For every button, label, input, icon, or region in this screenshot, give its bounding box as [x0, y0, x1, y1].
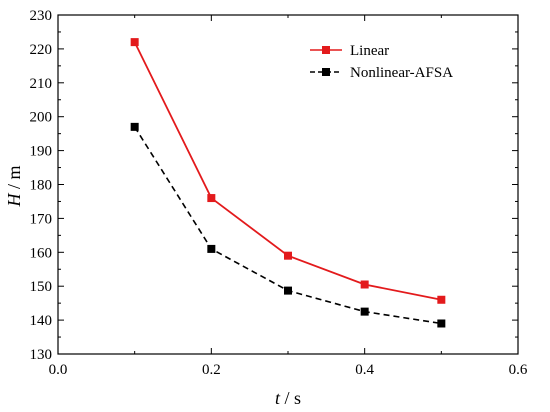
- x-tick-label: 0.2: [202, 362, 221, 378]
- data-point-linear: [284, 251, 292, 260]
- y-axis-title: H / m: [4, 165, 24, 207]
- legend: Linear Nonlinear-AFSA: [310, 43, 453, 81]
- data-point-nonlinear-afsa: [130, 122, 139, 131]
- y-tick-label: 220: [30, 42, 53, 58]
- y-tick-label: 190: [30, 144, 53, 160]
- legend-label-nonlinear-afsa: Nonlinear-AFSA: [350, 65, 453, 81]
- y-tick-label: 180: [30, 178, 53, 194]
- y-tick-label: 150: [30, 279, 53, 295]
- x-tick-label: 0.4: [355, 362, 374, 378]
- series-layer: [130, 38, 446, 328]
- legend-entry-nonlinear-afsa: Nonlinear-AFSA: [310, 65, 453, 81]
- legend-label-linear: Linear: [350, 43, 389, 59]
- y-tick-label: 170: [30, 211, 53, 227]
- data-point-nonlinear-afsa: [207, 244, 216, 253]
- data-point-nonlinear-afsa: [360, 307, 369, 316]
- y-tick-label: 230: [30, 8, 53, 24]
- x-tick-label: 0.6: [509, 362, 528, 378]
- axes: 0.0 0.2 0.4 0.6 130 140 150 160 170 180 190 200 210 2…: [30, 8, 528, 378]
- y-tick-label: 140: [30, 313, 53, 329]
- legend-marker-linear: [322, 46, 330, 54]
- data-point-linear: [207, 194, 216, 203]
- x-tick-label: 0.0: [49, 362, 68, 378]
- data-point-nonlinear-afsa: [437, 319, 446, 328]
- legend-entry-linear: Linear: [310, 43, 389, 59]
- data-point-nonlinear-afsa: [284, 286, 292, 295]
- legend-marker-nonlinear-afsa: [322, 68, 330, 76]
- series-linear: [130, 38, 446, 304]
- series-nonlinear-afsa: [130, 122, 446, 328]
- y-tick-label: 200: [30, 110, 53, 126]
- y-tick-label: 210: [30, 76, 53, 92]
- x-axis-title: t / s: [275, 388, 301, 408]
- data-point-linear: [360, 280, 369, 289]
- data-point-linear: [130, 38, 139, 47]
- y-tick-label: 160: [30, 245, 53, 261]
- y-tick-label: 130: [30, 347, 53, 363]
- data-point-linear: [437, 295, 446, 304]
